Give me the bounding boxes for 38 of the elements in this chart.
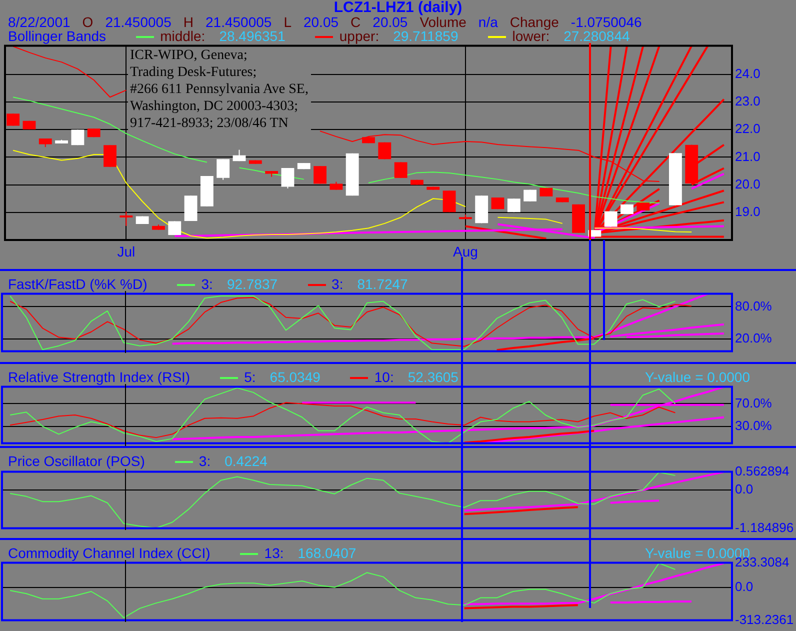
y-tick-label: 22.0 (735, 121, 760, 136)
legend-label: 3: 81.7247 (332, 276, 408, 292)
y-tick-label: 0.0 (735, 578, 754, 594)
chart-title: Relative Strength Index (RSI) (8, 369, 190, 385)
annotation: #266 611 Pennsylvania Ave SE, (130, 81, 308, 98)
y-tick-label: 20.0 (735, 176, 760, 192)
chart-title: Commodity Channel Index (CCI) (8, 545, 210, 561)
legend-label: 5: 65.0349 (244, 369, 320, 385)
y-tick-label: 70.0% (735, 395, 772, 410)
annotation: Washington, DC 20003-4303; (130, 98, 300, 115)
y-tick-label: 24.0 (735, 66, 760, 82)
x-tick-label: Aug (452, 243, 478, 260)
y-tick-label: 20.0% (735, 330, 772, 346)
annotation: 917-421-8933; 23/08/46 TN (130, 115, 290, 132)
annotation: ICR-WIPO, Geneva; (130, 47, 248, 64)
legend-label: 3: 0.4224 (198, 453, 268, 469)
x-tick-label: Jul (117, 243, 136, 260)
y-tick-label: 19.0 (735, 204, 760, 219)
annotation: Trading Desk-Futures; (130, 64, 258, 81)
legend-title: Bollinger Bands (8, 28, 106, 44)
y-tick-label: 80.0% (735, 298, 772, 314)
y-tick-label: 30.0% (735, 418, 772, 433)
legend-label: 10: 52.3605 (374, 369, 458, 385)
chart-title: LCZ1-LHZ1 (daily) (332, 0, 464, 16)
chart-title: FastK/FastD (%K %D) (8, 276, 148, 292)
chart-subtitle: Y-value = 0.0000 (645, 369, 750, 385)
legend-label: upper: 29.711859 (339, 28, 458, 44)
y-tick-label: -313.2361 (735, 612, 794, 627)
text: 8/22/2001 O 21.450005 H 21.450005 L 20.05 C 20.05 Volume n/a Change -1.0750046 (8, 14, 642, 30)
y-tick-label: 0.562894 (735, 462, 790, 478)
y-tick-label: 21.0 (735, 148, 760, 164)
y-tick-label: 23.0 (735, 94, 760, 109)
y-tick-label: 0.0 (735, 481, 754, 496)
chart-title: Price Oscillator (POS) (8, 453, 145, 469)
legend-label: 13: 168.0407 (264, 545, 356, 561)
legend-label: middle: 28.496351 (160, 28, 286, 44)
legend-label: 3: 92.7837 (201, 276, 278, 292)
y-tick-label: -1.184896 (735, 519, 794, 534)
